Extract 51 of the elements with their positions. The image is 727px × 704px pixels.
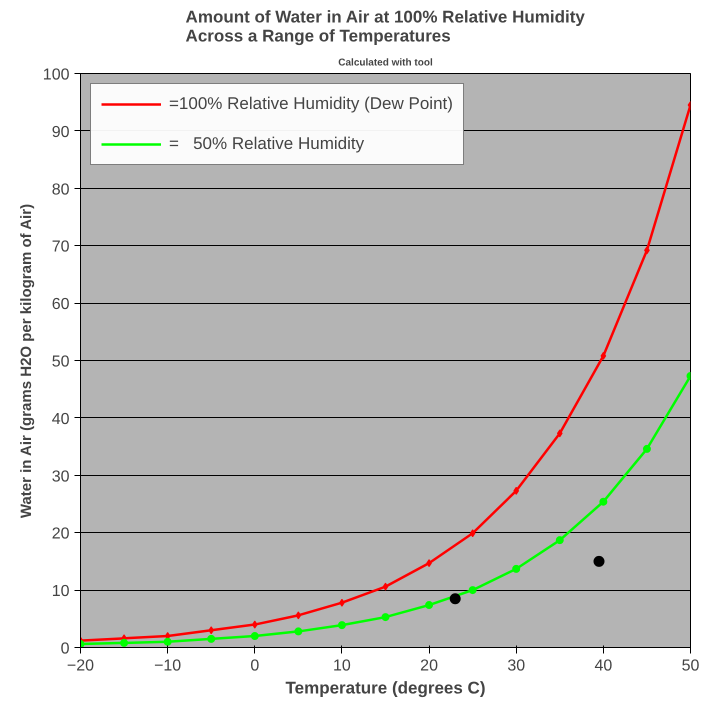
x-tick-label: 0: [250, 658, 260, 674]
y-tick-label: 70: [52, 238, 70, 256]
point: [164, 638, 172, 646]
point: [338, 621, 346, 630]
x-tick-label: 10: [333, 658, 351, 674]
point: [382, 613, 390, 622]
y-tick-label: 10: [52, 583, 70, 600]
point: [556, 429, 563, 438]
point: [207, 634, 216, 643]
x-tick-label: 50: [682, 658, 700, 674]
point: [382, 582, 388, 591]
point: [425, 601, 434, 610]
y-tick-label: 100: [42, 66, 70, 84]
legend-label: = 50% Relative Humidity: [169, 134, 364, 154]
x-tick-label: 20: [420, 658, 438, 674]
y-tick-label: 80: [52, 181, 70, 198]
point: [468, 586, 477, 594]
y-tick-label: 60: [52, 296, 70, 314]
y-tick-label: 30: [52, 468, 70, 486]
point: [600, 352, 606, 360]
point: [470, 529, 476, 538]
point: [339, 598, 345, 607]
x-axis-title: Temperature (degrees C): [286, 678, 486, 698]
point: [426, 559, 432, 568]
point: [556, 536, 564, 544]
point: [512, 564, 520, 573]
x-tick-label: −20: [66, 658, 94, 674]
x-tick-label: 30: [507, 658, 526, 674]
point: [594, 556, 604, 567]
y-axis-title: Water in Air (grams H2O per kilogram of Air): [18, 204, 35, 518]
point: [252, 620, 258, 629]
y-tick-label: 40: [52, 410, 70, 428]
point: [208, 626, 214, 634]
point: [642, 444, 651, 453]
y-tick-label: 50: [52, 354, 70, 370]
x-tick-label: 40: [594, 658, 612, 674]
point: [450, 593, 461, 604]
y-tick-label: 90: [52, 124, 70, 141]
point: [120, 638, 128, 647]
y-tick-label: 0: [60, 640, 70, 658]
point: [294, 627, 302, 636]
point: [644, 246, 650, 254]
y-tick-label: 20: [52, 526, 70, 543]
point: [250, 632, 259, 640]
legend-label: =100% Relative Humidity (Dew Point): [169, 94, 453, 114]
chart-subtitle: Calculated with tool: [338, 58, 433, 68]
chart-title: Amount of Water in Air at 100% Relative Humidity Across a Range of Temperatures: [186, 8, 586, 46]
x-tick-label: −10: [154, 658, 182, 674]
point: [599, 498, 608, 506]
point: [513, 486, 520, 495]
point: [296, 611, 302, 620]
